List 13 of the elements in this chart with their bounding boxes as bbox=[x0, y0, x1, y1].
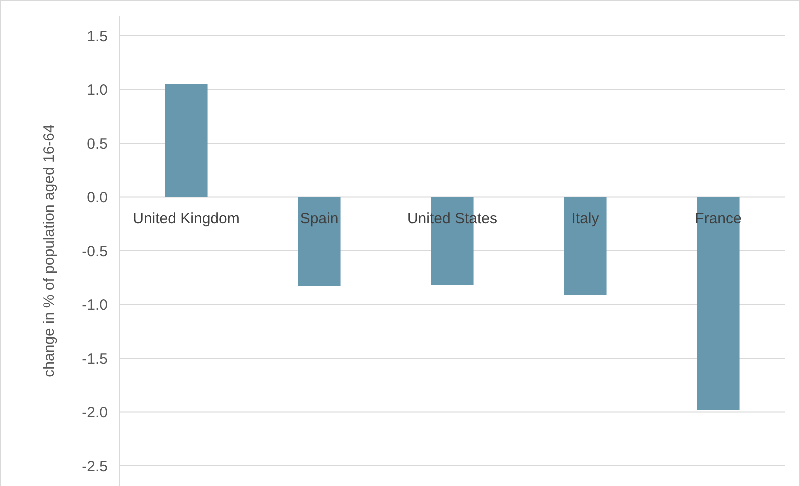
x-tick-label: Spain bbox=[300, 210, 339, 228]
x-tick-label: United Kingdom bbox=[133, 210, 240, 228]
y-tick-label: 1.0 bbox=[87, 82, 108, 99]
x-tick-label: Italy bbox=[572, 210, 600, 228]
y-tick-label: 0.0 bbox=[87, 190, 108, 206]
y-tick-label: 1.5 bbox=[87, 28, 108, 46]
y-tick-label: -2.5 bbox=[82, 458, 108, 476]
y-tick-label: -1.0 bbox=[82, 297, 108, 314]
y-tick-label: 0.5 bbox=[87, 136, 108, 153]
y-tick-label: -2.0 bbox=[82, 404, 108, 422]
y-tick-label: -0.5 bbox=[82, 243, 108, 260]
y-tick-label: -1.5 bbox=[82, 350, 108, 368]
y-axis-title: change in % of population aged 16-64 bbox=[41, 124, 58, 378]
